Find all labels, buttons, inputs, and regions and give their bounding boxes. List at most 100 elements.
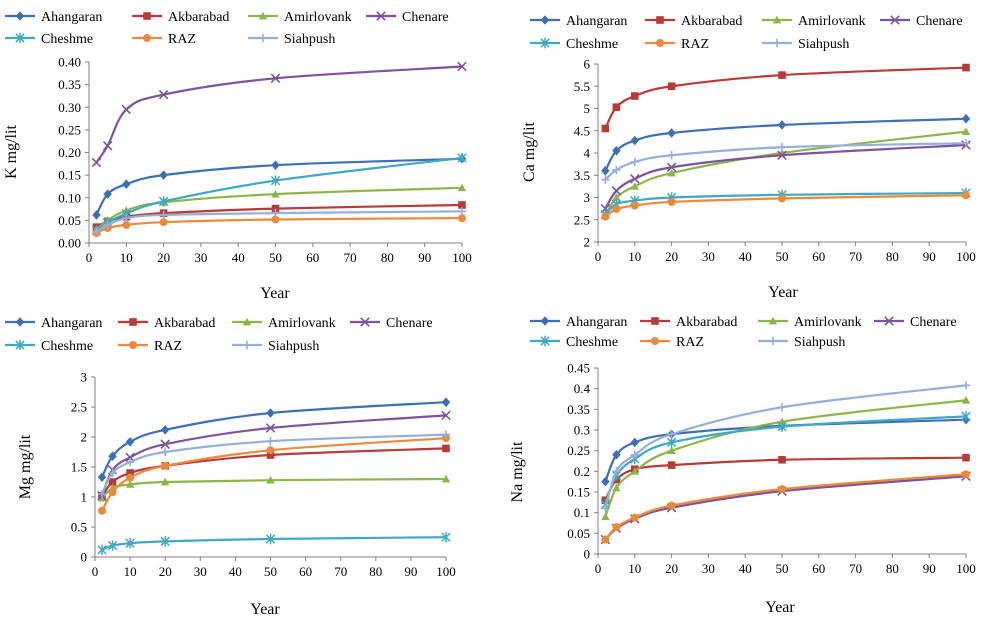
data-point-akbarabad [631, 92, 639, 100]
data-point-siahpush [961, 139, 971, 148]
data-point-akbarabad [962, 63, 970, 72]
legend-marker [143, 34, 151, 42]
data-point-siahpush [457, 207, 467, 216]
series-chenare [91, 61, 467, 168]
data-point-amirlovank [266, 476, 275, 484]
legend-label: RAZ [681, 37, 709, 52]
data-point-raz [778, 485, 786, 494]
legend-item-raz: RAZ [645, 37, 709, 52]
y-tick-label: 2 [584, 235, 591, 250]
data-point-akbarabad [601, 124, 610, 133]
data-point-akbarabad [962, 453, 970, 462]
x-tick-label: 30 [194, 250, 207, 265]
legend-label: Amirlovank [284, 10, 352, 25]
y-tick-label: 0.30 [58, 100, 81, 115]
data-point-chenare [158, 89, 169, 100]
series-cheshme [97, 532, 451, 555]
grid-axes: 0.00 0.05 0.10 0.15 0.20 0.25 0.30 0.35 0.40 0 10 2… [58, 55, 472, 266]
data-point-raz [98, 506, 107, 515]
y-tick-label: 3 [81, 370, 88, 385]
legend-marker [772, 15, 782, 24]
legend-item-akbarabad: Akbarabad [132, 10, 229, 25]
x-tick-label: 100 [452, 250, 472, 265]
legend-item-ahangaran: Ahangaran [530, 14, 627, 29]
legend-item-chenare: Chenare [874, 315, 957, 330]
legend-marker [242, 340, 252, 350]
data-point-cheshme [961, 411, 971, 422]
x-tick-label: 0 [86, 250, 93, 265]
data-point-cheshme [270, 175, 281, 186]
x-tick-label: 10 [120, 250, 133, 265]
legend-label: Chenare [916, 14, 963, 29]
series-line-amirlovank [101, 477, 447, 499]
x-tick-label: 100 [956, 561, 976, 576]
x-tick-label: 80 [381, 250, 394, 265]
data-point-chenare [441, 410, 451, 421]
data-point-siahpush [630, 157, 639, 167]
legend-item-siahpush: Siahpush [758, 335, 845, 350]
y-tick-label: 0.45 [567, 361, 590, 376]
x-tick-label: 80 [886, 561, 899, 576]
data-point-amirlovank [667, 446, 676, 455]
x-tick-label: 40 [229, 564, 242, 579]
series-chenare [600, 471, 971, 545]
chart-ca: Ahangaran Akbarabad Amirlovank Chenare Chesh… [521, 14, 976, 301]
data-point-akbarabad [667, 82, 676, 91]
legend-marker [540, 15, 550, 25]
data-point-siahpush [271, 208, 280, 218]
series-layer [600, 381, 971, 545]
x-tick-label: 50 [776, 249, 789, 264]
series-amirlovank [601, 127, 971, 219]
data-point-ahangaran [266, 408, 275, 418]
legend-item-cheshme: Cheshme [5, 32, 93, 47]
legend-marker [651, 317, 659, 325]
legend-marker [129, 318, 137, 326]
data-point-raz [161, 461, 170, 470]
y-tick-label: 0.25 [567, 443, 590, 458]
data-point-akbarabad [667, 461, 676, 469]
data-point-cheshme [158, 196, 169, 207]
data-point-cheshme [97, 544, 107, 555]
y-axis-title: Na mg/lit [509, 441, 526, 502]
legend-item-akbarabad: Akbarabad [640, 315, 737, 330]
legend-label: Cheshme [566, 37, 618, 52]
legend-label: Chenare [386, 316, 433, 331]
data-point-chenare [265, 423, 276, 433]
legend-label: RAZ [168, 32, 196, 47]
legend-item-siahpush: Siahpush [232, 339, 319, 354]
data-point-amirlovank [271, 189, 280, 198]
x-tick-label: 30 [702, 561, 715, 576]
y-tick-label: 4.5 [574, 123, 590, 138]
legend-label: RAZ [676, 335, 704, 350]
data-point-raz [962, 470, 970, 479]
legend-item-chenare: Chenare [366, 10, 449, 25]
legend-label: Cheshme [41, 32, 93, 47]
data-point-raz [630, 513, 639, 522]
data-point-siahpush [122, 213, 131, 223]
legend-marker [656, 39, 664, 47]
data-point-amirlovank [457, 183, 467, 192]
data-point-akbarabad [458, 201, 466, 209]
series-siahpush [97, 430, 451, 499]
data-point-ahangaran [601, 476, 610, 487]
x-axis-title: Year [250, 601, 280, 618]
data-point-raz [630, 201, 639, 210]
legend-item-chenare: Chenare [350, 316, 433, 331]
data-point-ahangaran [108, 451, 117, 461]
data-point-chenare [777, 150, 787, 160]
y-tick-label: 1.5 [71, 460, 87, 475]
legend-label: Akbarabad [168, 10, 229, 25]
y-tick-label: 0.00 [58, 236, 81, 251]
data-point-ahangaran [271, 160, 280, 170]
data-point-akbarabad [271, 204, 280, 213]
data-point-raz [667, 197, 676, 206]
data-point-raz [159, 218, 168, 227]
legend-marker [768, 336, 778, 346]
x-tick-label: 0 [92, 564, 99, 579]
legend-marker [242, 317, 252, 326]
y-tick-label: 0.4 [574, 381, 591, 396]
x-tick-label: 100 [436, 564, 456, 579]
y-tick-label: 1 [81, 490, 88, 505]
data-point-akbarabad [778, 71, 786, 79]
chart-panel-mg: Ahangaran Akbarabad Amirlovank Chenare Chesh… [0, 310, 490, 619]
